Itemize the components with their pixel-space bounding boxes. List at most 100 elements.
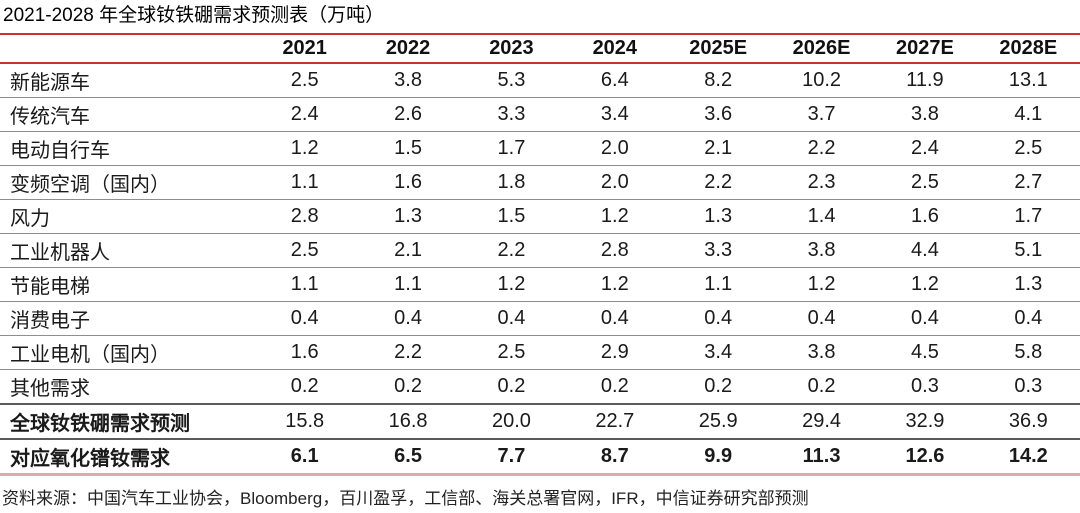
cell-value: 2.2 — [666, 165, 770, 200]
cell-value: 1.1 — [666, 267, 770, 302]
row-label: 消费电子 — [0, 301, 253, 336]
cell-value: 22.7 — [563, 403, 667, 439]
cell-value: 5.8 — [976, 335, 1080, 370]
cell-value: 0.4 — [459, 301, 564, 336]
page-title: 2021-2028 年全球钕铁硼需求预测表（万吨） — [3, 5, 385, 26]
cell-value: 32.9 — [873, 403, 977, 439]
cell-value: 1.2 — [253, 131, 357, 166]
cell-value: 0.3 — [976, 369, 1080, 404]
cell-value: 1.2 — [769, 267, 874, 302]
cell-value: 1.5 — [459, 199, 564, 234]
table-row: 工业电机（国内） 1.6 2.2 2.5 2.9 3.4 3.8 4.5 5.8 — [0, 335, 1080, 370]
cell-value: 0.4 — [769, 301, 874, 336]
cell-value: 1.5 — [356, 131, 460, 166]
cell-value: 1.7 — [976, 199, 1080, 234]
source-note: 资料来源：中国汽车工业协会，Bloomberg，百川盈孚，工信部、海关总署官网，… — [2, 489, 809, 508]
column-header-2028e: 2028E — [976, 33, 1080, 64]
cell-value: 8.7 — [563, 438, 667, 476]
cell-value: 6.5 — [356, 438, 460, 476]
table-row: 对应氧化镨钕需求 6.1 6.5 7.7 8.7 9.9 11.3 12.6 14.2 — [0, 438, 1080, 476]
cell-value: 2.0 — [563, 131, 667, 166]
row-label: 变频空调（国内） — [0, 165, 253, 200]
table-row: 电动自行车 1.2 1.5 1.7 2.0 2.1 2.2 2.4 2.5 — [0, 131, 1080, 166]
cell-value: 5.3 — [459, 62, 564, 98]
cell-value: 5.1 — [976, 233, 1080, 268]
cell-value: 1.6 — [253, 335, 357, 370]
cell-value: 1.3 — [976, 267, 1080, 302]
cell-value: 1.3 — [356, 199, 460, 234]
cell-value: 2.5 — [253, 233, 357, 268]
cell-value: 1.2 — [563, 199, 667, 234]
table-row: 风力 2.8 1.3 1.5 1.2 1.3 1.4 1.6 1.7 — [0, 199, 1080, 234]
cell-value: 3.6 — [666, 97, 770, 132]
cell-value: 2.2 — [769, 131, 874, 166]
cell-value: 0.4 — [873, 301, 977, 336]
table-row: 变频空调（国内） 1.1 1.6 1.8 2.0 2.2 2.3 2.5 2.7 — [0, 165, 1080, 200]
cell-value: 2.5 — [873, 165, 977, 200]
table-row: 其他需求 0.2 0.2 0.2 0.2 0.2 0.2 0.3 0.3 — [0, 369, 1080, 404]
cell-value: 3.8 — [769, 335, 874, 370]
column-header-2023: 2023 — [459, 33, 564, 64]
cell-value: 2.5 — [459, 335, 564, 370]
cell-value: 4.5 — [873, 335, 977, 370]
cell-value: 0.2 — [666, 369, 770, 404]
cell-value: 2.4 — [873, 131, 977, 166]
cell-value: 2.5 — [976, 131, 1080, 166]
cell-value: 0.2 — [563, 369, 667, 404]
cell-value: 0.2 — [769, 369, 874, 404]
row-label: 工业电机（国内） — [0, 335, 253, 370]
cell-value: 3.3 — [459, 97, 564, 132]
cell-value: 0.4 — [356, 301, 460, 336]
cell-value: 2.1 — [666, 131, 770, 166]
cell-value: 1.8 — [459, 165, 564, 200]
table-row: 节能电梯 1.1 1.1 1.2 1.2 1.1 1.2 1.2 1.3 — [0, 267, 1080, 302]
cell-value: 14.2 — [976, 438, 1080, 476]
column-header-2025e: 2025E — [666, 33, 770, 64]
cell-value: 11.9 — [873, 62, 977, 98]
cell-value: 6.4 — [563, 62, 667, 98]
cell-value: 2.5 — [253, 62, 357, 98]
cell-value: 1.2 — [563, 267, 667, 302]
cell-value: 2.1 — [356, 233, 460, 268]
cell-value: 10.2 — [769, 62, 874, 98]
cell-value: 2.4 — [253, 97, 357, 132]
row-label: 传统汽车 — [0, 97, 253, 132]
table-row: 消费电子 0.4 0.4 0.4 0.4 0.4 0.4 0.4 0.4 — [0, 301, 1080, 336]
column-header-2022: 2022 — [356, 33, 460, 64]
row-label: 对应氧化镨钕需求 — [0, 438, 253, 476]
cell-value: 20.0 — [459, 403, 564, 439]
column-header-2026e: 2026E — [769, 33, 874, 64]
cell-value: 1.4 — [769, 199, 874, 234]
cell-value: 2.2 — [356, 335, 460, 370]
column-header-2024: 2024 — [563, 33, 667, 64]
row-label: 节能电梯 — [0, 267, 253, 302]
column-header-blank — [0, 33, 253, 64]
cell-value: 3.8 — [873, 97, 977, 132]
cell-value: 3.4 — [563, 97, 667, 132]
table-header-row: 2021 2022 2023 2024 2025E 2026E 2027E 2028E — [0, 33, 1080, 64]
row-label: 新能源车 — [0, 62, 253, 98]
column-header-2027e: 2027E — [873, 33, 977, 64]
cell-value: 25.9 — [666, 403, 770, 439]
row-label: 风力 — [0, 199, 253, 234]
cell-value: 2.0 — [563, 165, 667, 200]
cell-value: 1.3 — [666, 199, 770, 234]
table-row: 全球钕铁硼需求预测 15.8 16.8 20.0 22.7 25.9 29.4 32.9 36.… — [0, 403, 1080, 439]
cell-value: 1.6 — [356, 165, 460, 200]
cell-value: 0.4 — [666, 301, 770, 336]
cell-value: 2.8 — [253, 199, 357, 234]
cell-value: 0.4 — [253, 301, 357, 336]
cell-value: 16.8 — [356, 403, 460, 439]
cell-value: 13.1 — [976, 62, 1080, 98]
table-row: 新能源车 2.5 3.8 5.3 6.4 8.2 10.2 11.9 13.1 — [0, 62, 1080, 98]
cell-value: 8.2 — [666, 62, 770, 98]
row-label: 其他需求 — [0, 369, 253, 404]
cell-value: 2.2 — [459, 233, 564, 268]
cell-value: 2.9 — [563, 335, 667, 370]
cell-value: 0.4 — [976, 301, 1080, 336]
row-label: 工业机器人 — [0, 233, 253, 268]
cell-value: 6.1 — [253, 438, 357, 476]
demand-forecast-table: 2021 2022 2023 2024 2025E 2026E 2027E 2028E 新能源… — [0, 33, 1080, 476]
cell-value: 3.8 — [769, 233, 874, 268]
cell-value: 29.4 — [769, 403, 874, 439]
